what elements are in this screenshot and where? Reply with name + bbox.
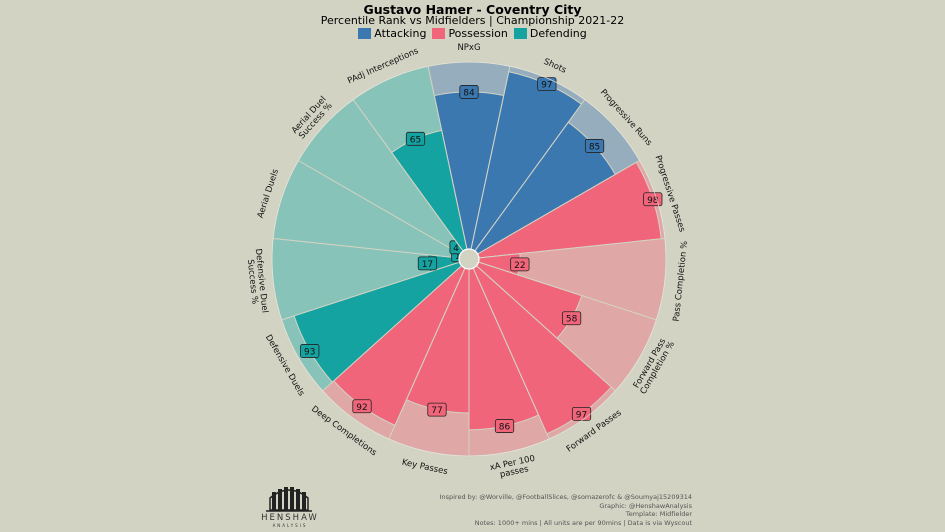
- legend-swatch-defending: [513, 28, 527, 39]
- value-label-aerial-duel-success: 4: [453, 244, 459, 254]
- value-box-defensive-duels: [300, 344, 320, 358]
- slice-label-npxg: NPxG: [457, 43, 480, 53]
- value-label-forward-passes: 97: [576, 410, 587, 420]
- outer-ring: [271, 61, 667, 457]
- value-label-key-passes: 77: [431, 406, 442, 416]
- footer-graphic: Graphic: @HenshawAnalysis: [599, 501, 692, 510]
- footer-notes-line: Notes: 1000+ mins | All units are per 90…: [474, 518, 692, 527]
- chart-title: Gustavo Hamer - Coventry City: [363, 2, 582, 17]
- footer-notes: Inspired by: @Worville, @FootballSlices,…: [440, 493, 692, 527]
- value-label-deep-completions: 92: [356, 403, 367, 413]
- value-box-xa-per-100-passes: [494, 419, 515, 433]
- legend-item-possession: Possession: [432, 27, 508, 40]
- value-box-npxg: [459, 85, 479, 99]
- slice-label-line: Shots: [542, 57, 568, 76]
- logo-name: HENSHAW: [261, 513, 319, 523]
- logo-sub: ANALYSIS: [272, 523, 308, 528]
- value-box-progressive-runs: [584, 139, 605, 153]
- legend: Attacking Possession Defending: [0, 27, 945, 40]
- footer-template: Template: Midfielder: [625, 510, 692, 518]
- value-label-progressive-passes: 98: [647, 196, 659, 206]
- legend-label-possession: Possession: [448, 27, 508, 40]
- value-box-padj-interceptions: [405, 131, 426, 146]
- legend-item-attacking: Attacking: [358, 27, 426, 40]
- slice-label-line: Pass Completion %: [672, 240, 690, 322]
- slice-label-defensive-duel-success: Defensive DuelSuccess %: [244, 248, 270, 314]
- henshaw-logo-icon: [266, 487, 312, 512]
- value-label-padj-interceptions: 65: [410, 135, 421, 145]
- value-label-forward-pass-completion: 58: [566, 315, 578, 325]
- value-box-defensive-duel-success: [417, 256, 438, 271]
- value-label-xa-per-100-passes: 86: [499, 423, 511, 433]
- slice-label-shots: Shots: [542, 57, 568, 76]
- value-box-key-passes: [427, 402, 447, 417]
- value-label-npxg: 84: [463, 88, 475, 98]
- legend-swatch-attacking: [358, 28, 372, 39]
- value-box-shots: [537, 77, 557, 92]
- value-label-defensive-duels: 93: [304, 347, 315, 357]
- slice-label-key-passes: Key Passes: [401, 458, 449, 478]
- value-label-shots: 97: [541, 81, 552, 91]
- value-label-aerial-duels: 1: [455, 252, 461, 262]
- legend-item-defending: Defending: [513, 27, 587, 40]
- value-box-progressive-passes: [643, 192, 663, 207]
- value-label-pass-completion: 22: [514, 261, 525, 271]
- value-label-defensive-duel-success: 17: [422, 260, 433, 270]
- legend-label-defending: Defending: [529, 27, 587, 40]
- legend-label-attacking: Attacking: [374, 27, 427, 40]
- footer-inspired: Inspired by: @Worville, @FootballSlices,…: [439, 493, 692, 501]
- slice-label-line: NPxG: [457, 43, 480, 53]
- slice-label-line: Key Passes: [401, 458, 449, 478]
- value-box-deep-completions: [352, 399, 372, 414]
- slice-label-pass-completion: Pass Completion %: [672, 240, 690, 322]
- slice-label-xa-per-100-passes: xA Per 100passes: [489, 454, 538, 482]
- chart-subtitle: Percentile Rank vs Midfielders | Champio…: [320, 14, 625, 27]
- value-box-pass-completion: [510, 257, 530, 272]
- center-circle: [458, 248, 480, 270]
- legend-swatch-possession: [432, 28, 446, 39]
- value-label-progressive-runs: 85: [589, 142, 600, 152]
- value-box-forward-pass-completion: [561, 311, 582, 326]
- slice-label-line: Success %: [245, 259, 260, 305]
